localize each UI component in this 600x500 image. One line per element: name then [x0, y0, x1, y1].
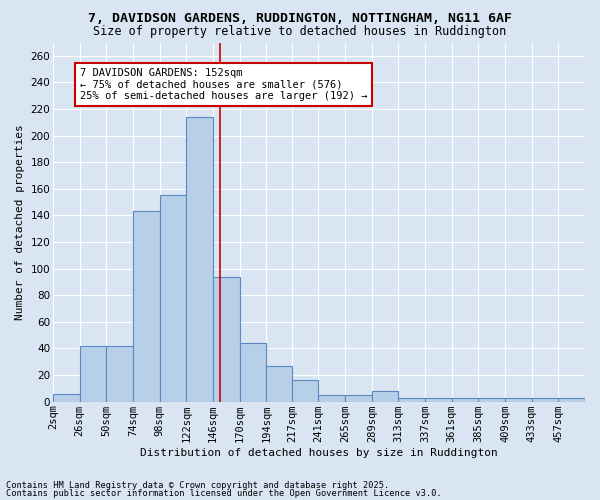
- Bar: [80, 346, 106, 402]
- Bar: [160, 196, 187, 402]
- Text: 7 DAVIDSON GARDENS: 152sqm
← 75% of detached houses are smaller (576)
25% of sem: 7 DAVIDSON GARDENS: 152sqm ← 75% of deta…: [80, 68, 367, 101]
- Bar: [133, 212, 160, 402]
- Bar: [187, 117, 213, 402]
- Bar: [505, 398, 532, 402]
- Bar: [345, 395, 372, 402]
- X-axis label: Distribution of detached houses by size in Ruddington: Distribution of detached houses by size …: [140, 448, 498, 458]
- Text: 7, DAVIDSON GARDENS, RUDDINGTON, NOTTINGHAM, NG11 6AF: 7, DAVIDSON GARDENS, RUDDINGTON, NOTTING…: [88, 12, 512, 26]
- Bar: [319, 395, 345, 402]
- Text: Contains public sector information licensed under the Open Government Licence v3: Contains public sector information licen…: [6, 490, 442, 498]
- Bar: [372, 391, 398, 402]
- Bar: [266, 366, 292, 402]
- Text: Contains HM Land Registry data © Crown copyright and database right 2025.: Contains HM Land Registry data © Crown c…: [6, 481, 389, 490]
- Bar: [213, 276, 239, 402]
- Text: Size of property relative to detached houses in Ruddington: Size of property relative to detached ho…: [94, 25, 506, 38]
- Y-axis label: Number of detached properties: Number of detached properties: [15, 124, 25, 320]
- Bar: [53, 394, 80, 402]
- Bar: [398, 398, 425, 402]
- Bar: [292, 380, 319, 402]
- Bar: [239, 343, 266, 402]
- Bar: [559, 398, 585, 402]
- Bar: [532, 398, 559, 402]
- Bar: [106, 346, 133, 402]
- Bar: [478, 398, 505, 402]
- Bar: [452, 398, 478, 402]
- Bar: [425, 398, 452, 402]
